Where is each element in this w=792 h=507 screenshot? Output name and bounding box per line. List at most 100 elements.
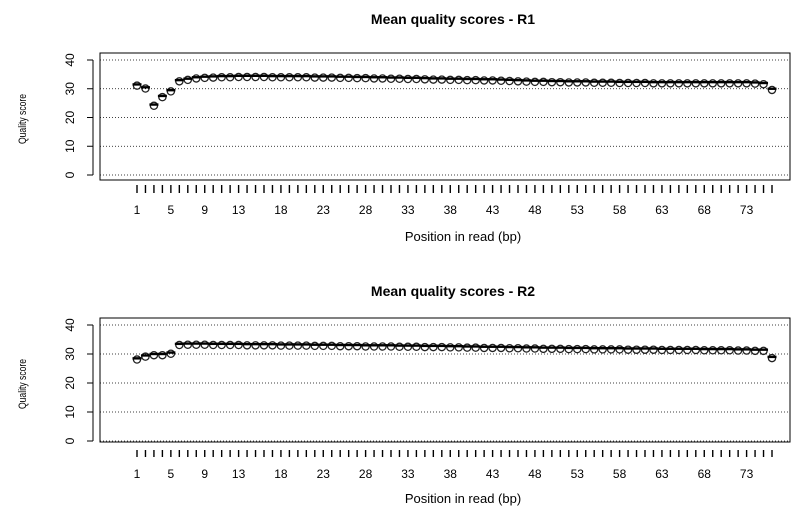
data-point bbox=[615, 78, 624, 88]
x-tick-label: 38 bbox=[444, 203, 458, 217]
data-point bbox=[319, 341, 328, 351]
y-axis: 0 10 20 30 40 bbox=[63, 53, 94, 178]
data-point bbox=[623, 345, 633, 354]
y-tick-label: 10 bbox=[63, 139, 77, 153]
data-point bbox=[479, 76, 489, 85]
data-point bbox=[666, 345, 675, 355]
chart-panel-r2: Mean quality scores - R2 0 10 20 30 40 1 5 9 13… bbox=[17, 283, 791, 506]
y-tick-label: 40 bbox=[63, 318, 77, 332]
data-point bbox=[683, 345, 692, 355]
data-point bbox=[183, 340, 193, 350]
data-point bbox=[471, 75, 480, 85]
x-tick-label: 68 bbox=[698, 203, 712, 217]
x-tick-label: 58 bbox=[613, 467, 627, 481]
plot-frame bbox=[99, 52, 791, 181]
data-point bbox=[632, 345, 641, 354]
data-point bbox=[395, 74, 404, 83]
data-point bbox=[691, 345, 701, 355]
data-point bbox=[488, 343, 497, 353]
data-point bbox=[640, 345, 650, 354]
data-point bbox=[733, 79, 743, 88]
data-point bbox=[725, 79, 734, 88]
data-point bbox=[530, 344, 540, 353]
data-point bbox=[674, 345, 684, 355]
data-point bbox=[302, 341, 311, 350]
x-tick-label: 9 bbox=[201, 467, 208, 481]
data-point bbox=[225, 73, 235, 82]
data-point bbox=[149, 350, 159, 360]
x-tick-label: 63 bbox=[655, 203, 669, 217]
y-tick-label: 30 bbox=[63, 347, 77, 361]
x-axis: 1 5 9 13 18 23 28 33 38 43 48 53 58 63 68 73 bbox=[134, 185, 773, 217]
data-point bbox=[208, 73, 218, 82]
y-tick-label: 20 bbox=[63, 111, 77, 125]
data-points bbox=[132, 72, 777, 111]
plot-frame bbox=[99, 317, 791, 443]
data-point bbox=[361, 342, 370, 351]
data-point bbox=[700, 79, 709, 88]
data-point bbox=[683, 79, 692, 88]
data-point bbox=[471, 343, 480, 352]
x-tick-label: 1 bbox=[134, 467, 141, 481]
x-tick-label: 1 bbox=[134, 203, 141, 217]
data-point bbox=[479, 343, 489, 353]
data-point bbox=[412, 74, 421, 84]
data-point bbox=[293, 73, 303, 82]
data-point bbox=[691, 79, 701, 88]
data-point bbox=[285, 73, 294, 82]
data-point bbox=[674, 79, 684, 88]
chart-title: Mean quality scores - R2 bbox=[371, 283, 535, 299]
data-point bbox=[539, 77, 548, 87]
x-tick-label: 68 bbox=[698, 467, 712, 481]
data-point bbox=[623, 78, 633, 88]
data-point bbox=[378, 342, 387, 351]
x-tick-label: 53 bbox=[571, 467, 585, 481]
data-point bbox=[158, 350, 167, 360]
data-point bbox=[310, 341, 320, 351]
data-point bbox=[742, 79, 751, 88]
data-point bbox=[657, 79, 667, 88]
x-axis-label: Position in read (bp) bbox=[405, 491, 521, 506]
x-axis-label: Position in read (bp) bbox=[405, 229, 521, 244]
data-point bbox=[733, 346, 743, 355]
x-tick-label: 33 bbox=[401, 203, 415, 217]
y-tick-label: 0 bbox=[63, 171, 77, 178]
data-point bbox=[302, 73, 311, 82]
data-point bbox=[386, 74, 396, 83]
x-tick-label: 58 bbox=[613, 203, 627, 217]
data-point bbox=[276, 341, 286, 350]
data-point bbox=[556, 344, 565, 354]
data-point bbox=[767, 353, 777, 363]
x-tick-label: 38 bbox=[444, 467, 458, 481]
data-point bbox=[488, 76, 497, 85]
data-point bbox=[310, 73, 320, 82]
x-tick-label: 33 bbox=[401, 467, 415, 481]
data-point bbox=[200, 340, 209, 350]
x-tick-label: 63 bbox=[655, 467, 669, 481]
data-point bbox=[462, 343, 472, 352]
x-tick-label: 28 bbox=[359, 203, 373, 217]
x-tick-label: 73 bbox=[740, 467, 754, 481]
data-point bbox=[412, 342, 421, 352]
grid-lines bbox=[100, 324, 790, 442]
y-tick-label: 40 bbox=[63, 53, 77, 67]
x-tick-label: 23 bbox=[317, 467, 331, 481]
data-points bbox=[132, 340, 777, 364]
data-point bbox=[708, 79, 717, 88]
x-tick-label: 13 bbox=[232, 203, 246, 217]
data-point bbox=[462, 75, 472, 85]
grid-lines bbox=[100, 59, 790, 176]
x-tick-label: 9 bbox=[201, 203, 208, 217]
data-point bbox=[742, 346, 751, 355]
data-point bbox=[750, 346, 760, 356]
x-tick-label: 48 bbox=[528, 467, 542, 481]
data-point bbox=[293, 341, 303, 350]
data-point bbox=[632, 78, 641, 88]
data-point bbox=[403, 342, 413, 352]
x-tick-label: 5 bbox=[168, 203, 175, 217]
x-tick-label: 18 bbox=[274, 203, 288, 217]
y-axis: 0 10 20 30 40 bbox=[63, 318, 94, 444]
x-tick-label: 13 bbox=[232, 467, 246, 481]
data-point bbox=[547, 344, 557, 354]
